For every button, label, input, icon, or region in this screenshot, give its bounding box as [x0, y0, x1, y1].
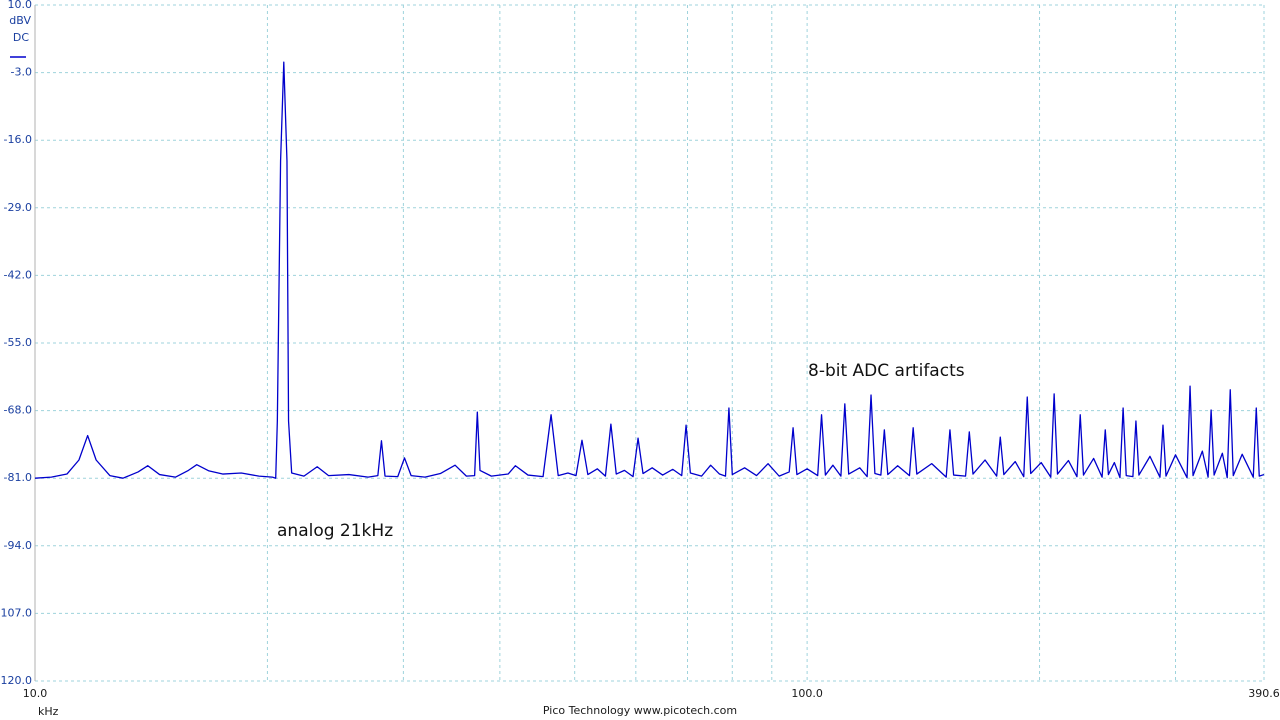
y-tick-label: -42.0 [4, 268, 32, 281]
y-tick-label: 10.0 [8, 0, 33, 11]
annotation: 8-bit ADC artifacts [808, 361, 965, 381]
y-tick-label: -55.0 [4, 336, 32, 349]
y-tick-label: -16.0 [4, 133, 32, 146]
y-tick-label: -29.0 [4, 201, 32, 214]
y-tick-label: -107.0 [0, 606, 32, 619]
y-tick-label: -81.0 [4, 471, 32, 484]
y-tick-label: -3.0 [11, 66, 32, 79]
y-tick-label: -94.0 [4, 539, 32, 552]
coupling: DC [13, 31, 29, 44]
y-tick-label: -68.0 [4, 404, 32, 417]
y-unit: dBV [9, 14, 31, 27]
y-tick-label: -120.0 [0, 674, 32, 687]
footer: Pico Technology www.picotech.com [543, 704, 737, 717]
x-tick-label: 10.0 [23, 687, 48, 700]
x-tick-label: 100.0 [791, 687, 823, 700]
spectrum-line [34, 61, 1265, 479]
annotation: analog 21kHz [277, 521, 393, 541]
x-tick-label: 390.6 [1248, 687, 1280, 700]
x-unit: kHz [38, 705, 59, 718]
